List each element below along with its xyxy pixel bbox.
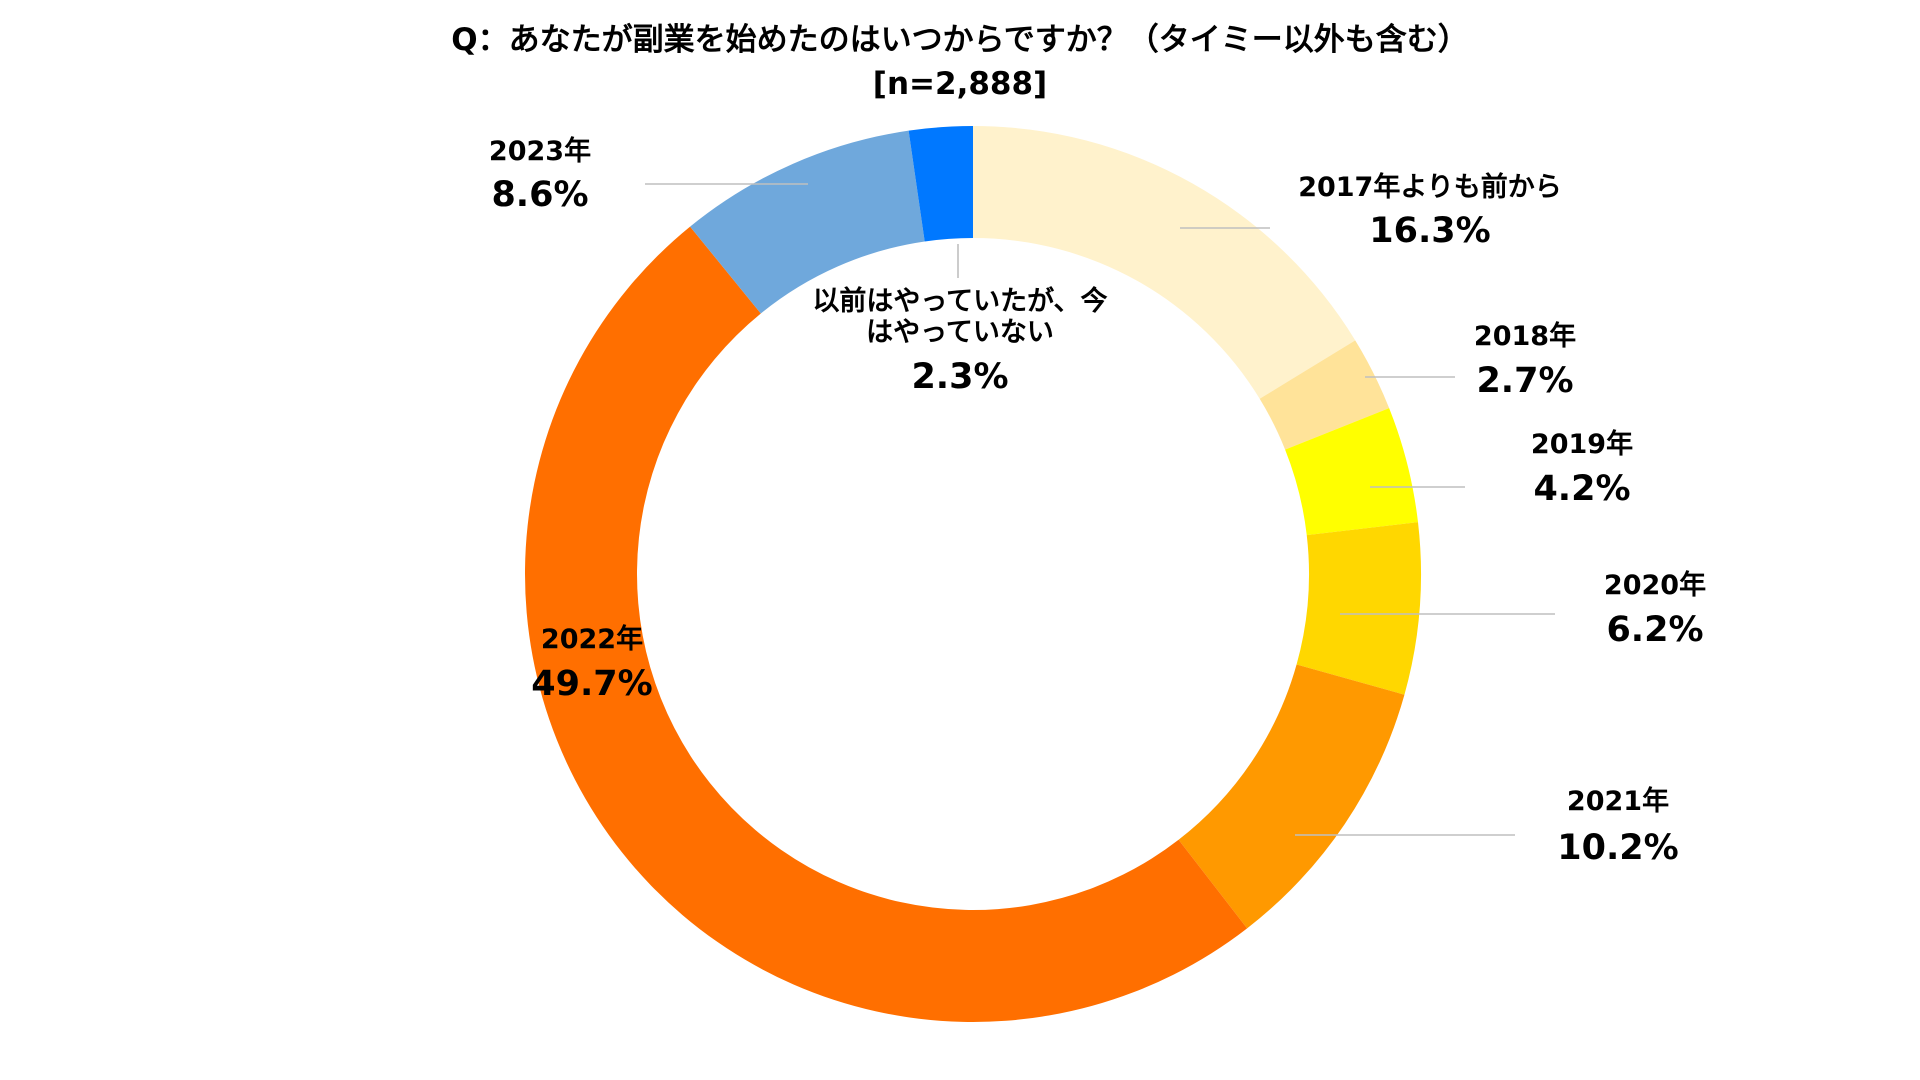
slice-label-name-1: 2018年 bbox=[1474, 320, 1576, 352]
slice-label-name-0: 2017年よりも前から bbox=[1298, 171, 1562, 203]
chart-title-text: Q：あなたが副業を始めたのはいつからですか？（タイミー以外も含む） bbox=[451, 22, 1469, 58]
chart-subtitle: [n=2,888] bbox=[872, 66, 1048, 102]
slice-label-value-1: 2.7% bbox=[1476, 361, 1573, 401]
slice-label-name-7: 以前はやっていたが、今はやっていない bbox=[812, 285, 1107, 348]
slice-3 bbox=[1296, 522, 1421, 695]
slice-label-name-2: 2019年 bbox=[1531, 428, 1633, 460]
slice-label-value-0: 16.3% bbox=[1369, 211, 1490, 251]
slice-label-name-3: 2020年 bbox=[1604, 569, 1706, 601]
slice-label-value-2: 4.2% bbox=[1533, 469, 1630, 509]
slice-0 bbox=[973, 126, 1356, 399]
leader-lines bbox=[645, 183, 1555, 836]
slice-label-name-line-0: 以前はやっていたが、今 bbox=[812, 285, 1107, 317]
donut-slices bbox=[524, 126, 1421, 1023]
chart-title: Q：あなたが副業を始めたのはいつからですか？（タイミー以外も含む） [n=2,8… bbox=[0, 18, 1920, 106]
slice-label-value-3: 6.2% bbox=[1606, 610, 1703, 650]
slice-6 bbox=[690, 130, 925, 314]
slice-labels: 2017年よりも前から 16.3% 2018年 2.7% 2019年 4.2% 2020年 6… bbox=[489, 135, 1706, 868]
slice-label-name-4: 2021年 bbox=[1567, 785, 1669, 817]
slice-label-name-6: 2023年 bbox=[489, 135, 591, 167]
slice-label-value-5: 49.7% bbox=[531, 664, 652, 704]
slice-4 bbox=[1178, 664, 1405, 929]
slice-label-value-4: 10.2% bbox=[1557, 828, 1678, 868]
slice-label-value-6: 8.6% bbox=[491, 175, 588, 215]
slice-label-name-line-1: はやっていない bbox=[866, 317, 1054, 348]
slice-label-name-5: 2022年 bbox=[541, 623, 643, 655]
slice-5 bbox=[524, 226, 1248, 1023]
slice-2 bbox=[1285, 408, 1418, 536]
slice-label-value-7: 2.3% bbox=[911, 357, 1008, 397]
slice-1 bbox=[1259, 340, 1390, 450]
slice-7 bbox=[908, 126, 973, 242]
